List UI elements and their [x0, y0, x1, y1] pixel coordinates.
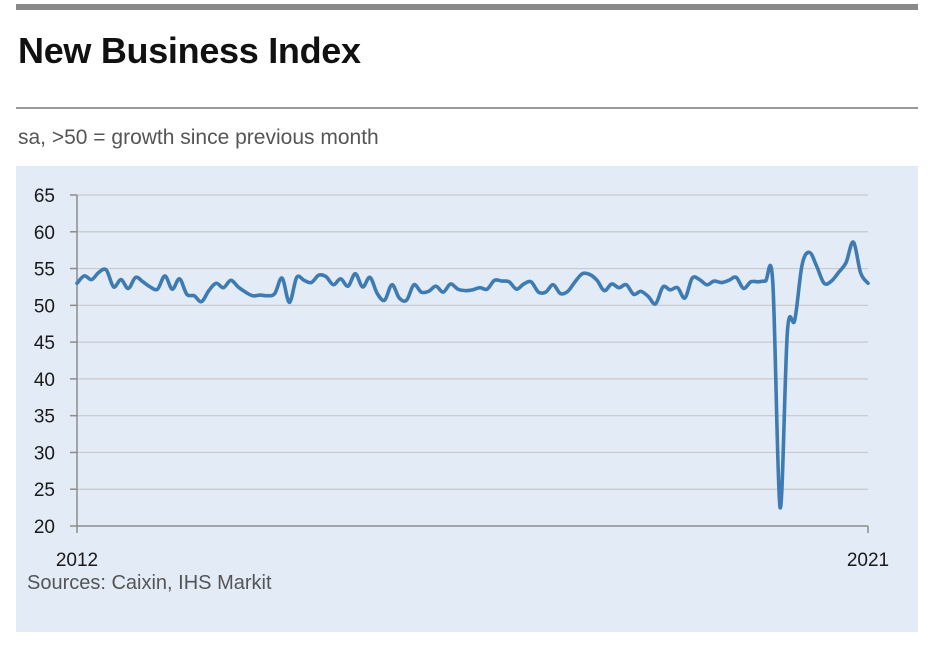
y-tick-label: 20	[34, 517, 55, 538]
top-rule	[16, 4, 918, 10]
y-tick-label: 30	[34, 443, 55, 464]
chart-panel	[16, 166, 918, 632]
y-tick-label: 55	[34, 260, 55, 281]
series-layer	[75, 240, 870, 510]
x-tick-label: 2012	[56, 550, 98, 571]
y-tick-label: 60	[34, 223, 55, 244]
gridlines	[77, 194, 868, 490]
chart-title: New Business Index	[18, 30, 361, 71]
y-tick-label: 50	[34, 296, 55, 317]
y-tick-label: 35	[34, 407, 55, 428]
x-tick-label: 2021	[847, 550, 889, 571]
title-rule	[16, 107, 918, 109]
y-tick-label: 40	[34, 370, 55, 391]
y-axis: 20 25 30 35 40 45 50 55 60 65	[34, 186, 77, 538]
chart-subtitle: sa, >50 = growth since previous month	[18, 126, 379, 149]
y-tick-label: 45	[34, 333, 55, 354]
y-tick-label: 25	[34, 480, 55, 501]
source-note: Sources: Caixin, IHS Markit	[27, 572, 272, 594]
y-tick-label: 65	[34, 186, 55, 207]
x-axis: 2012 2021	[56, 195, 889, 571]
series-line	[75, 240, 870, 510]
